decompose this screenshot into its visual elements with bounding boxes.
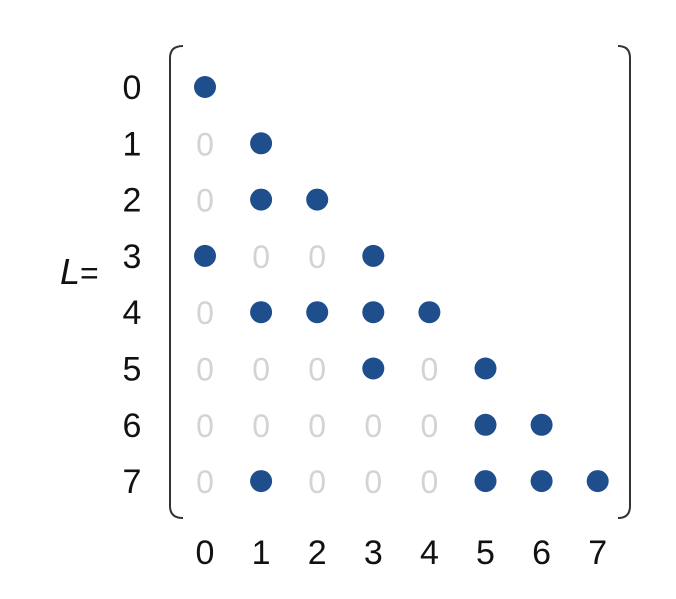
nonzero-dot-r4-c3	[362, 301, 385, 324]
nonzero-dot-r6-c6	[530, 413, 553, 436]
row-label-5: 5	[123, 351, 142, 389]
zero-entry-r5-c4: 0	[421, 352, 439, 388]
matrix-cells: 0 0 0 0 0 0 0 0 0 0 0 0 0 0 0 0 0 0	[194, 76, 609, 500]
zero-entry-r5-c2: 0	[308, 352, 326, 388]
nonzero-dot-r7-c5	[474, 470, 497, 493]
zero-entry-r6-c2: 0	[308, 408, 326, 444]
row-label-2: 2	[123, 182, 142, 220]
zero-entry-r7-c2: 0	[308, 464, 326, 500]
column-label-6: 6	[532, 534, 551, 572]
nonzero-dot-r2-c2	[306, 188, 329, 211]
zero-entry-r1-c0: 0	[196, 126, 214, 162]
nonzero-dot-r7-c7	[586, 470, 609, 493]
zero-entry-r7-c4: 0	[421, 464, 439, 500]
zero-entry-r3-c2: 0	[308, 239, 326, 275]
left-bracket	[169, 45, 184, 519]
column-label-5: 5	[476, 534, 495, 572]
column-label-3: 3	[364, 534, 383, 572]
matrix-name: L	[60, 251, 80, 292]
zero-entry-r5-c1: 0	[252, 352, 270, 388]
zero-entry-r7-c3: 0	[364, 464, 382, 500]
zero-entry-r6-c1: 0	[252, 408, 270, 444]
nonzero-dot-r5-c3	[362, 357, 385, 380]
zero-entry-r4-c0: 0	[196, 295, 214, 331]
zero-entry-r7-c0: 0	[196, 464, 214, 500]
nonzero-dot-r5-c5	[474, 357, 497, 380]
row-label-0: 0	[123, 69, 142, 107]
zero-entry-r3-c1: 0	[252, 239, 270, 275]
nonzero-dot-r7-c6	[530, 470, 553, 493]
nonzero-dot-r4-c1	[250, 301, 273, 324]
equals-sign: =	[80, 255, 99, 291]
zero-entry-r6-c0: 0	[196, 408, 214, 444]
row-label-3: 3	[123, 238, 142, 276]
row-label-4: 4	[123, 294, 142, 332]
column-label-7: 7	[588, 534, 607, 572]
column-label-0: 0	[196, 534, 215, 572]
nonzero-dot-r4-c2	[306, 301, 329, 324]
column-label-1: 1	[252, 534, 271, 572]
nonzero-dot-r6-c5	[474, 413, 497, 436]
zero-entry-r6-c3: 0	[364, 408, 382, 444]
row-label-6: 6	[123, 407, 142, 445]
row-label-1: 1	[123, 125, 142, 163]
column-label-4: 4	[420, 534, 439, 572]
column-label-2: 2	[308, 534, 327, 572]
nonzero-dot-r3-c0	[194, 244, 216, 267]
row-label-7: 7	[123, 463, 142, 501]
nonzero-dot-r1-c1	[250, 132, 273, 155]
nonzero-dot-r7-c1	[250, 470, 273, 493]
matrix-label: L =	[60, 251, 99, 292]
nonzero-dot-r0-c0	[194, 76, 216, 98]
zero-entry-r5-c0: 0	[196, 352, 214, 388]
zero-entry-r6-c4: 0	[421, 408, 439, 444]
nonzero-dot-r2-c1	[250, 188, 273, 211]
right-bracket	[617, 45, 631, 519]
nonzero-dot-r4-c4	[418, 301, 441, 324]
row-labels: 0 1 2 3 4 5 6 7	[123, 69, 142, 501]
nonzero-dot-r3-c3	[362, 244, 385, 267]
zero-entry-r2-c0: 0	[196, 183, 214, 219]
